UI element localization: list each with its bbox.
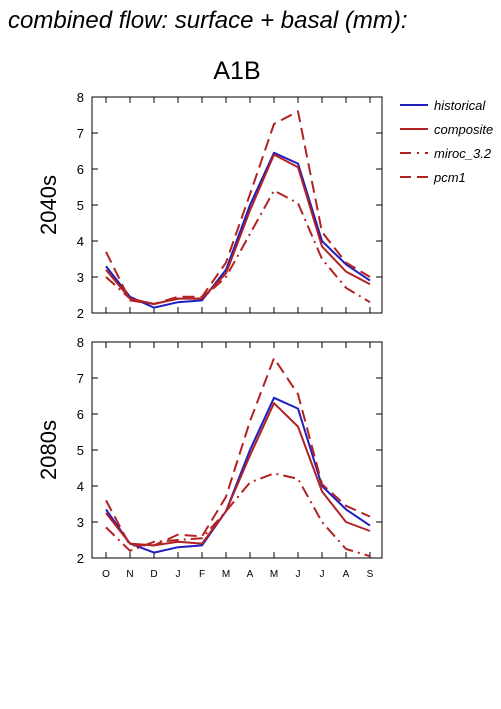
y-tick-label: 8	[77, 90, 84, 105]
x-tick-label: M	[222, 569, 230, 580]
x-tick-label: J	[296, 569, 301, 580]
legend-label-miroc_3.2: miroc_3.2	[434, 146, 492, 161]
series-line-historical	[105, 396, 371, 554]
chart-title: combined flow: surface + basal (mm):	[8, 7, 407, 34]
plot-frame	[91, 96, 383, 314]
y-tick-label: 2	[77, 551, 84, 566]
x-tick-label: S	[367, 569, 374, 580]
panels: 2 3 4 5 6 7 8 2040s 2 3 4 5 6 7 8 O N D J F M A M J J A S 2080s	[36, 90, 383, 580]
plot-frame	[91, 341, 383, 559]
legend-label-historical: historical	[434, 98, 486, 113]
x-tick-label: A	[247, 569, 254, 580]
y-tick-label: 3	[77, 270, 84, 285]
x-tick-label: F	[199, 569, 205, 580]
panel-2080s: 2 3 4 5 6 7 8 O N D J F M A M J J A S 2080s	[36, 335, 383, 580]
series-line-composite	[105, 402, 371, 547]
legend-label-pcm1: pcm1	[433, 170, 466, 185]
scenario-label: A1B	[213, 57, 260, 85]
x-tick-label: M	[270, 569, 278, 580]
period-label-2040s: 2040s	[36, 175, 61, 235]
x-tick-label: O	[102, 569, 110, 580]
y-tick-label: 2	[77, 306, 84, 321]
x-tick-label: A	[343, 569, 350, 580]
x-tick-label: D	[150, 569, 157, 580]
series-line-miroc_3.2	[105, 472, 371, 558]
y-tick-label: 8	[77, 335, 84, 350]
y-tick-label: 3	[77, 515, 84, 530]
series-line-pcm1	[105, 357, 371, 547]
x-tick-label: J	[320, 569, 325, 580]
legend: historical composite miroc_3.2 pcm1	[400, 98, 493, 185]
series-line-pcm1	[105, 110, 371, 305]
y-tick-label: 6	[77, 407, 84, 422]
series-line-miroc_3.2	[105, 189, 371, 305]
y-tick-label: 6	[77, 162, 84, 177]
y-tick-label: 7	[77, 126, 84, 141]
y-tick-label: 4	[77, 479, 84, 494]
period-label-2080s: 2080s	[36, 420, 61, 480]
y-tick-label: 4	[77, 234, 84, 249]
x-tick-label: J	[176, 569, 181, 580]
legend-label-composite: composite	[434, 122, 493, 137]
y-tick-label: 7	[77, 371, 84, 386]
y-tick-label: 5	[77, 198, 84, 213]
x-tick-label: N	[126, 569, 133, 580]
y-tick-label: 5	[77, 443, 84, 458]
series-line-historical	[105, 151, 371, 309]
panel-2040s: 2 3 4 5 6 7 8 2040s	[36, 90, 383, 321]
